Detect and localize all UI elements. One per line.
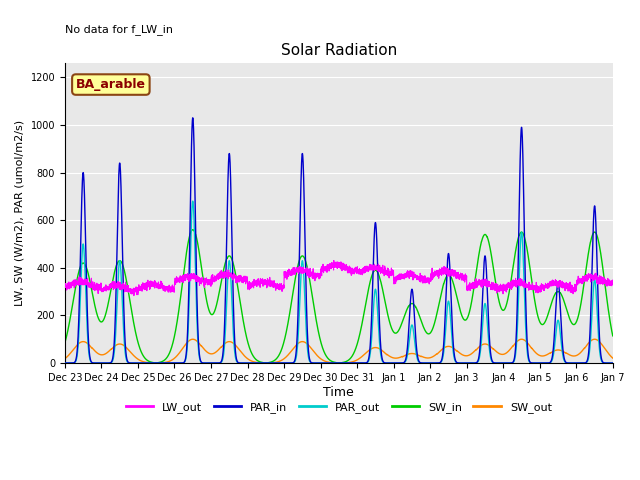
Text: BA_arable: BA_arable: [76, 78, 146, 91]
PAR_out: [335, 360, 343, 366]
SW_in: [189, 227, 196, 233]
PAR_out: [462, 360, 470, 366]
SW_in: [159, 358, 167, 364]
PAR_out: [609, 360, 616, 366]
PAR_out: [189, 198, 196, 204]
Legend: LW_out, PAR_in, PAR_out, SW_in, SW_out: LW_out, PAR_in, PAR_out, SW_in, SW_out: [121, 398, 556, 418]
SW_out: [189, 336, 196, 342]
PAR_in: [609, 360, 616, 366]
X-axis label: Time: Time: [323, 385, 354, 398]
SW_out: [493, 349, 500, 355]
PAR_in: [319, 360, 326, 366]
PAR_in: [335, 360, 343, 366]
SW_out: [319, 357, 326, 363]
PAR_in: [493, 360, 500, 366]
Title: Solar Radiation: Solar Radiation: [281, 43, 397, 58]
SW_in: [61, 340, 68, 346]
Text: No data for f_LW_in: No data for f_LW_in: [65, 24, 173, 35]
PAR_in: [431, 360, 439, 366]
Y-axis label: LW, SW (W/m2), PAR (umol/m2/s): LW, SW (W/m2), PAR (umol/m2/s): [15, 120, 25, 306]
SW_in: [462, 317, 470, 323]
SW_out: [159, 360, 167, 366]
SW_in: [493, 287, 500, 293]
LW_out: [130, 293, 138, 299]
SW_in: [431, 317, 439, 323]
PAR_in: [61, 360, 68, 366]
SW_in: [609, 333, 616, 339]
LW_out: [609, 277, 616, 283]
LW_out: [493, 290, 500, 296]
LW_out: [431, 270, 439, 276]
Line: PAR_out: PAR_out: [65, 201, 612, 363]
LW_out: [319, 265, 326, 271]
SW_out: [431, 352, 439, 358]
LW_out: [330, 258, 338, 264]
PAR_out: [609, 360, 616, 366]
PAR_in: [462, 360, 470, 366]
SW_out: [61, 356, 68, 361]
LW_out: [462, 275, 470, 280]
PAR_out: [319, 360, 326, 366]
LW_out: [61, 283, 68, 289]
PAR_out: [159, 360, 167, 366]
Line: SW_out: SW_out: [65, 339, 612, 363]
PAR_out: [493, 360, 500, 366]
SW_in: [150, 360, 157, 366]
LW_out: [159, 285, 167, 291]
Line: PAR_in: PAR_in: [65, 118, 612, 363]
SW_in: [609, 331, 616, 336]
PAR_out: [61, 360, 68, 366]
PAR_in: [609, 360, 616, 366]
SW_out: [462, 353, 470, 359]
SW_out: [609, 355, 616, 360]
PAR_out: [431, 360, 439, 366]
Line: LW_out: LW_out: [65, 261, 612, 296]
PAR_in: [189, 115, 196, 120]
SW_out: [144, 360, 152, 366]
LW_out: [609, 280, 616, 286]
Line: SW_in: SW_in: [65, 230, 612, 363]
SW_in: [319, 345, 326, 350]
SW_out: [609, 355, 616, 361]
PAR_in: [159, 360, 167, 366]
